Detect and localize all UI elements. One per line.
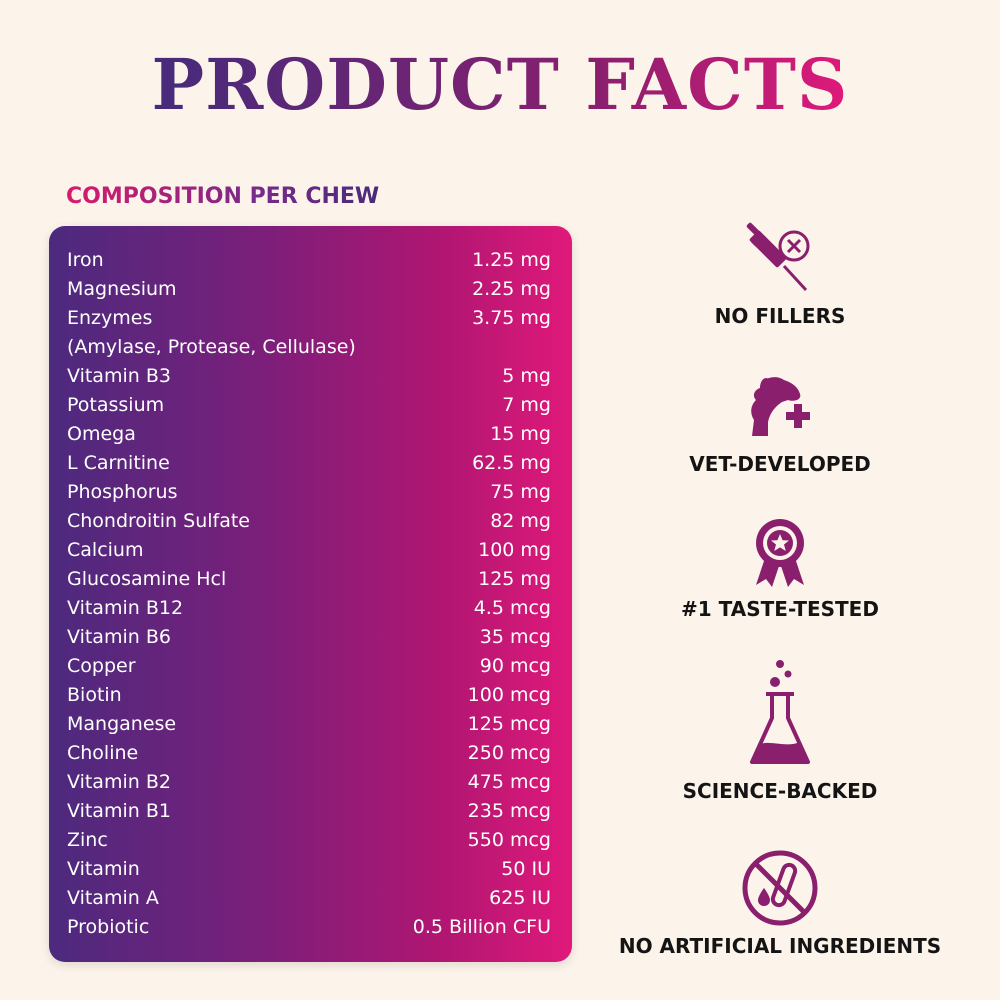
composition-row: Chondroitin Sulfate 82 mg	[49, 507, 572, 536]
ingredient-name: Vitamin B12	[67, 597, 184, 619]
ingredient-amount: 125 mcg	[467, 713, 551, 735]
ingredient-name: Biotin	[67, 684, 122, 706]
ingredient-amount: 100 mcg	[467, 684, 551, 706]
ingredient-name: Zinc	[67, 829, 108, 851]
ingredient-amount: 235 mcg	[467, 800, 551, 822]
flask-icon	[750, 660, 810, 764]
ingredient-name: Magnesium	[67, 278, 177, 300]
ingredient-amount: 100 mg	[478, 539, 551, 561]
ingredient-amount: 5 mg	[502, 365, 551, 387]
ingredient-name: Vitamin B1	[67, 800, 171, 822]
ingredient-name: Omega	[67, 423, 136, 445]
ingredient-name: Vitamin B2	[67, 771, 171, 793]
feature-vet-developed: VET-DEVELOPED	[600, 370, 960, 476]
ingredient-name: Vitamin B6	[67, 626, 171, 648]
ingredient-amount: 62.5 mg	[472, 452, 551, 474]
feature-taste-tested: #1 TASTE-TESTED	[600, 515, 960, 621]
ingredient-name: Vitamin	[67, 858, 140, 880]
award-ribbon-icon	[756, 519, 804, 587]
composition-row: Omega 15 mg	[49, 420, 572, 449]
no-test-tube-icon	[742, 850, 818, 926]
feature-label: SCIENCE-BACKED	[682, 779, 878, 803]
ingredient-amount: 250 mcg	[467, 742, 551, 764]
ingredient-name: Probiotic	[67, 916, 150, 938]
vet-dog-icon	[751, 377, 810, 436]
ingredient-amount: 550 mcg	[467, 829, 551, 851]
composition-row: Biotin 100 mcg	[49, 681, 572, 710]
ingredient-amount: 4.5 mcg	[473, 597, 551, 619]
ingredient-amount: 0.5 Billion CFU	[412, 916, 551, 938]
composition-row: Vitamin B2 475 mcg	[49, 768, 572, 797]
composition-row: Choline 250 mcg	[49, 739, 572, 768]
ingredient-name: Iron	[67, 249, 104, 271]
composition-row: Copper 90 mcg	[49, 652, 572, 681]
ingredient-amount: 75 mg	[490, 481, 551, 503]
ingredient-amount: 625 IU	[489, 887, 551, 909]
page-title: PRODUCT FACTS	[0, 40, 1000, 130]
feature-label: VET-DEVELOPED	[689, 452, 871, 476]
composition-row: Enzymes 3.75 mg	[49, 304, 572, 333]
composition-row: Potassium 7 mg	[49, 391, 572, 420]
ingredient-name: Phosphorus	[67, 481, 178, 503]
ingredient-amount: 50 IU	[501, 858, 551, 880]
feature-no-artificial-ingredients: NO ARTIFICIAL INGREDIENTS	[600, 848, 960, 958]
ingredient-amount: 7 mg	[502, 394, 551, 416]
composition-row: Vitamin B6 35 mcg	[49, 623, 572, 652]
composition-panel: Iron 1.25 mg Magnesium 2.25 mg Enzymes 3.75 m…	[49, 226, 572, 962]
ingredient-name: Calcium	[67, 539, 144, 561]
composition-row: Vitamin 50 IU	[49, 855, 572, 884]
ingredient-amount: 90 mcg	[479, 655, 551, 677]
ingredient-name: (Amylase, Protease, Cellulase)	[67, 336, 356, 358]
no-syringe-icon	[746, 222, 810, 292]
ingredient-amount: 3.75 mg	[472, 307, 551, 329]
feature-label: NO ARTIFICIAL INGREDIENTS	[618, 934, 942, 958]
ingredient-amount: 475 mcg	[467, 771, 551, 793]
ingredient-amount: 15 mg	[490, 423, 551, 445]
ingredient-name: Manganese	[67, 713, 177, 735]
composition-row: Zinc 550 mcg	[49, 826, 572, 855]
composition-row: Phosphorus 75 mg	[49, 478, 572, 507]
ingredient-name: Choline	[67, 742, 139, 764]
composition-row: Vitamin B1 235 mcg	[49, 797, 572, 826]
composition-list: Iron 1.25 mg Magnesium 2.25 mg Enzymes 3.75 m…	[49, 246, 572, 942]
composition-row: Probiotic 0.5 Billion CFU	[49, 913, 572, 942]
ingredient-name: Vitamin A	[67, 887, 159, 909]
ingredient-name: Copper	[67, 655, 136, 677]
composition-title: COMPOSITION PER CHEW	[66, 181, 379, 213]
feature-no-fillers: NO FILLERS	[600, 222, 960, 328]
ingredient-amount: 35 mcg	[479, 626, 551, 648]
composition-row: Glucosamine Hcl 125 mg	[49, 565, 572, 594]
composition-row: Calcium 100 mg	[49, 536, 572, 565]
ingredient-name: L Carnitine	[67, 452, 170, 474]
feature-label: #1 TASTE-TESTED	[681, 597, 879, 621]
ingredient-amount: 2.25 mg	[472, 278, 551, 300]
ingredient-name: Chondroitin Sulfate	[67, 510, 250, 532]
composition-row: L Carnitine 62.5 mg	[49, 449, 572, 478]
ingredient-name: Glucosamine Hcl	[67, 568, 227, 590]
ingredient-amount: 1.25 mg	[472, 249, 551, 271]
ingredient-name: Potassium	[67, 394, 165, 416]
composition-row: (Amylase, Protease, Cellulase)	[49, 333, 572, 362]
ingredient-amount: 125 mg	[478, 568, 551, 590]
composition-row: Iron 1.25 mg	[49, 246, 572, 275]
composition-row: Vitamin B12 4.5 mcg	[49, 594, 572, 623]
feature-label: NO FILLERS	[714, 304, 846, 328]
ingredient-amount: 82 mg	[490, 510, 551, 532]
composition-row: Vitamin A 625 IU	[49, 884, 572, 913]
composition-row: Manganese 125 mcg	[49, 710, 572, 739]
composition-row: Vitamin B3 5 mg	[49, 362, 572, 391]
ingredient-name: Vitamin B3	[67, 365, 171, 387]
ingredient-name: Enzymes	[67, 307, 153, 329]
composition-row: Magnesium 2.25 mg	[49, 275, 572, 304]
feature-science-backed: SCIENCE-BACKED	[600, 658, 960, 803]
